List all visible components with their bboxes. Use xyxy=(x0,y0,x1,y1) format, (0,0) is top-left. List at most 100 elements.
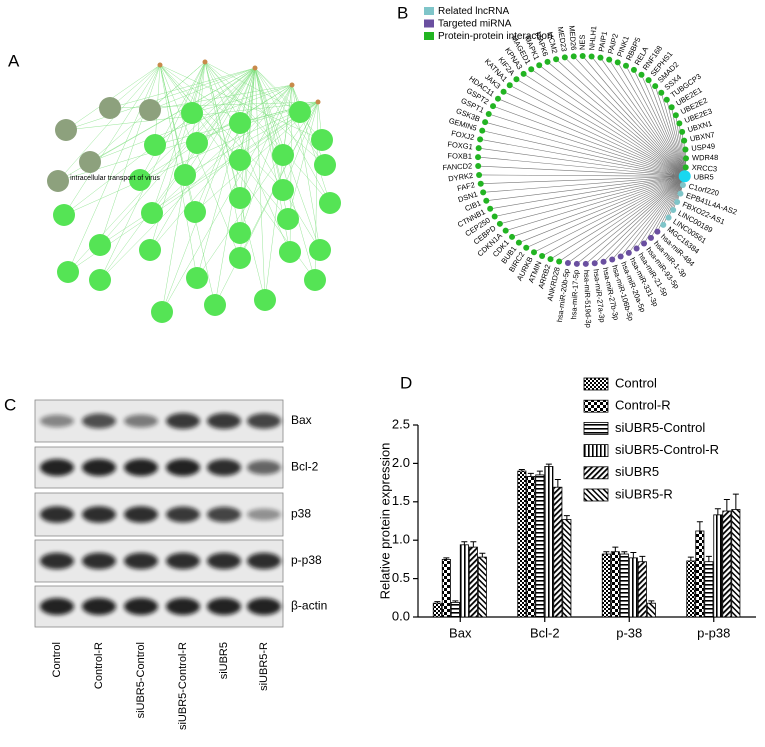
node xyxy=(544,58,551,65)
band xyxy=(207,506,241,523)
hub xyxy=(315,99,321,105)
edge xyxy=(159,64,241,259)
node xyxy=(129,169,151,191)
node xyxy=(506,82,513,89)
band xyxy=(40,414,74,428)
node xyxy=(477,136,484,143)
edge xyxy=(478,165,685,177)
edge xyxy=(564,57,685,177)
legend-label: siUBR5-Control xyxy=(615,420,705,435)
bar xyxy=(468,546,478,618)
node xyxy=(663,96,670,103)
edge xyxy=(523,73,685,177)
node xyxy=(509,233,516,240)
bar xyxy=(722,510,732,618)
edge xyxy=(573,56,685,177)
node xyxy=(144,134,166,156)
edge xyxy=(636,176,685,249)
edge xyxy=(149,84,293,251)
edge xyxy=(654,86,686,177)
row-label: Bax xyxy=(291,413,312,427)
legend-swatch xyxy=(583,444,609,458)
node-label: USP49 xyxy=(691,142,716,153)
edge xyxy=(633,69,685,177)
node xyxy=(614,59,621,66)
edge xyxy=(214,67,256,306)
edge xyxy=(161,61,206,313)
error-bar xyxy=(470,541,477,548)
edge xyxy=(99,84,293,281)
edge xyxy=(99,101,319,246)
band xyxy=(124,459,158,476)
node xyxy=(494,95,501,102)
edge xyxy=(204,61,266,301)
legend-swatch xyxy=(583,466,609,480)
band xyxy=(166,598,200,615)
node xyxy=(475,163,482,170)
legend-label: Related lncRNA xyxy=(438,6,509,17)
bar xyxy=(526,476,536,618)
node-label: MED26 xyxy=(567,25,578,51)
band xyxy=(82,506,116,523)
edge xyxy=(254,67,323,141)
edge xyxy=(478,147,685,177)
node-label: NES xyxy=(578,35,587,50)
band xyxy=(166,459,200,476)
bar xyxy=(535,474,545,618)
edge xyxy=(492,105,685,177)
legend-swatch xyxy=(424,19,434,28)
node xyxy=(582,260,589,267)
node xyxy=(677,190,684,197)
node xyxy=(665,214,672,221)
error-bar xyxy=(536,470,543,475)
edge xyxy=(567,176,685,264)
lane-label: siUBR5-R xyxy=(258,642,270,691)
node xyxy=(491,213,498,220)
node xyxy=(53,204,75,226)
node xyxy=(670,206,677,213)
bar xyxy=(601,553,611,618)
edge xyxy=(291,84,326,166)
node xyxy=(561,54,568,61)
node xyxy=(679,182,686,189)
edge xyxy=(99,64,161,246)
hub xyxy=(202,59,208,65)
node xyxy=(89,234,111,256)
legend-label: siUBR5-Control-R xyxy=(615,442,719,457)
band xyxy=(207,413,241,429)
bar xyxy=(695,530,705,618)
node xyxy=(678,170,691,183)
node xyxy=(479,127,486,134)
node xyxy=(139,239,161,261)
error-bar xyxy=(630,551,637,558)
node-label: WDR48 xyxy=(692,153,718,162)
edge xyxy=(204,61,301,113)
node xyxy=(277,208,299,230)
node xyxy=(679,128,686,135)
edge xyxy=(503,91,685,177)
edge xyxy=(159,64,289,220)
edge xyxy=(585,176,685,265)
node xyxy=(314,154,336,176)
band xyxy=(40,459,74,476)
panel-label: A xyxy=(8,51,20,70)
node xyxy=(600,258,607,265)
edge xyxy=(239,84,293,199)
edge xyxy=(511,175,685,238)
node xyxy=(530,249,537,256)
band xyxy=(247,460,281,475)
row-label: Bcl-2 xyxy=(291,460,319,474)
edge xyxy=(547,61,685,177)
node xyxy=(483,197,490,204)
edge xyxy=(287,101,319,220)
x-tick-label: p-38 xyxy=(616,625,642,640)
edge xyxy=(67,64,161,273)
node xyxy=(588,53,595,60)
error-bar xyxy=(518,469,525,472)
legend-label: siUBR5-R xyxy=(615,486,673,501)
node xyxy=(647,234,654,241)
bar xyxy=(544,466,554,618)
bar xyxy=(637,561,647,618)
edge xyxy=(478,156,685,177)
error-bar xyxy=(479,552,486,558)
